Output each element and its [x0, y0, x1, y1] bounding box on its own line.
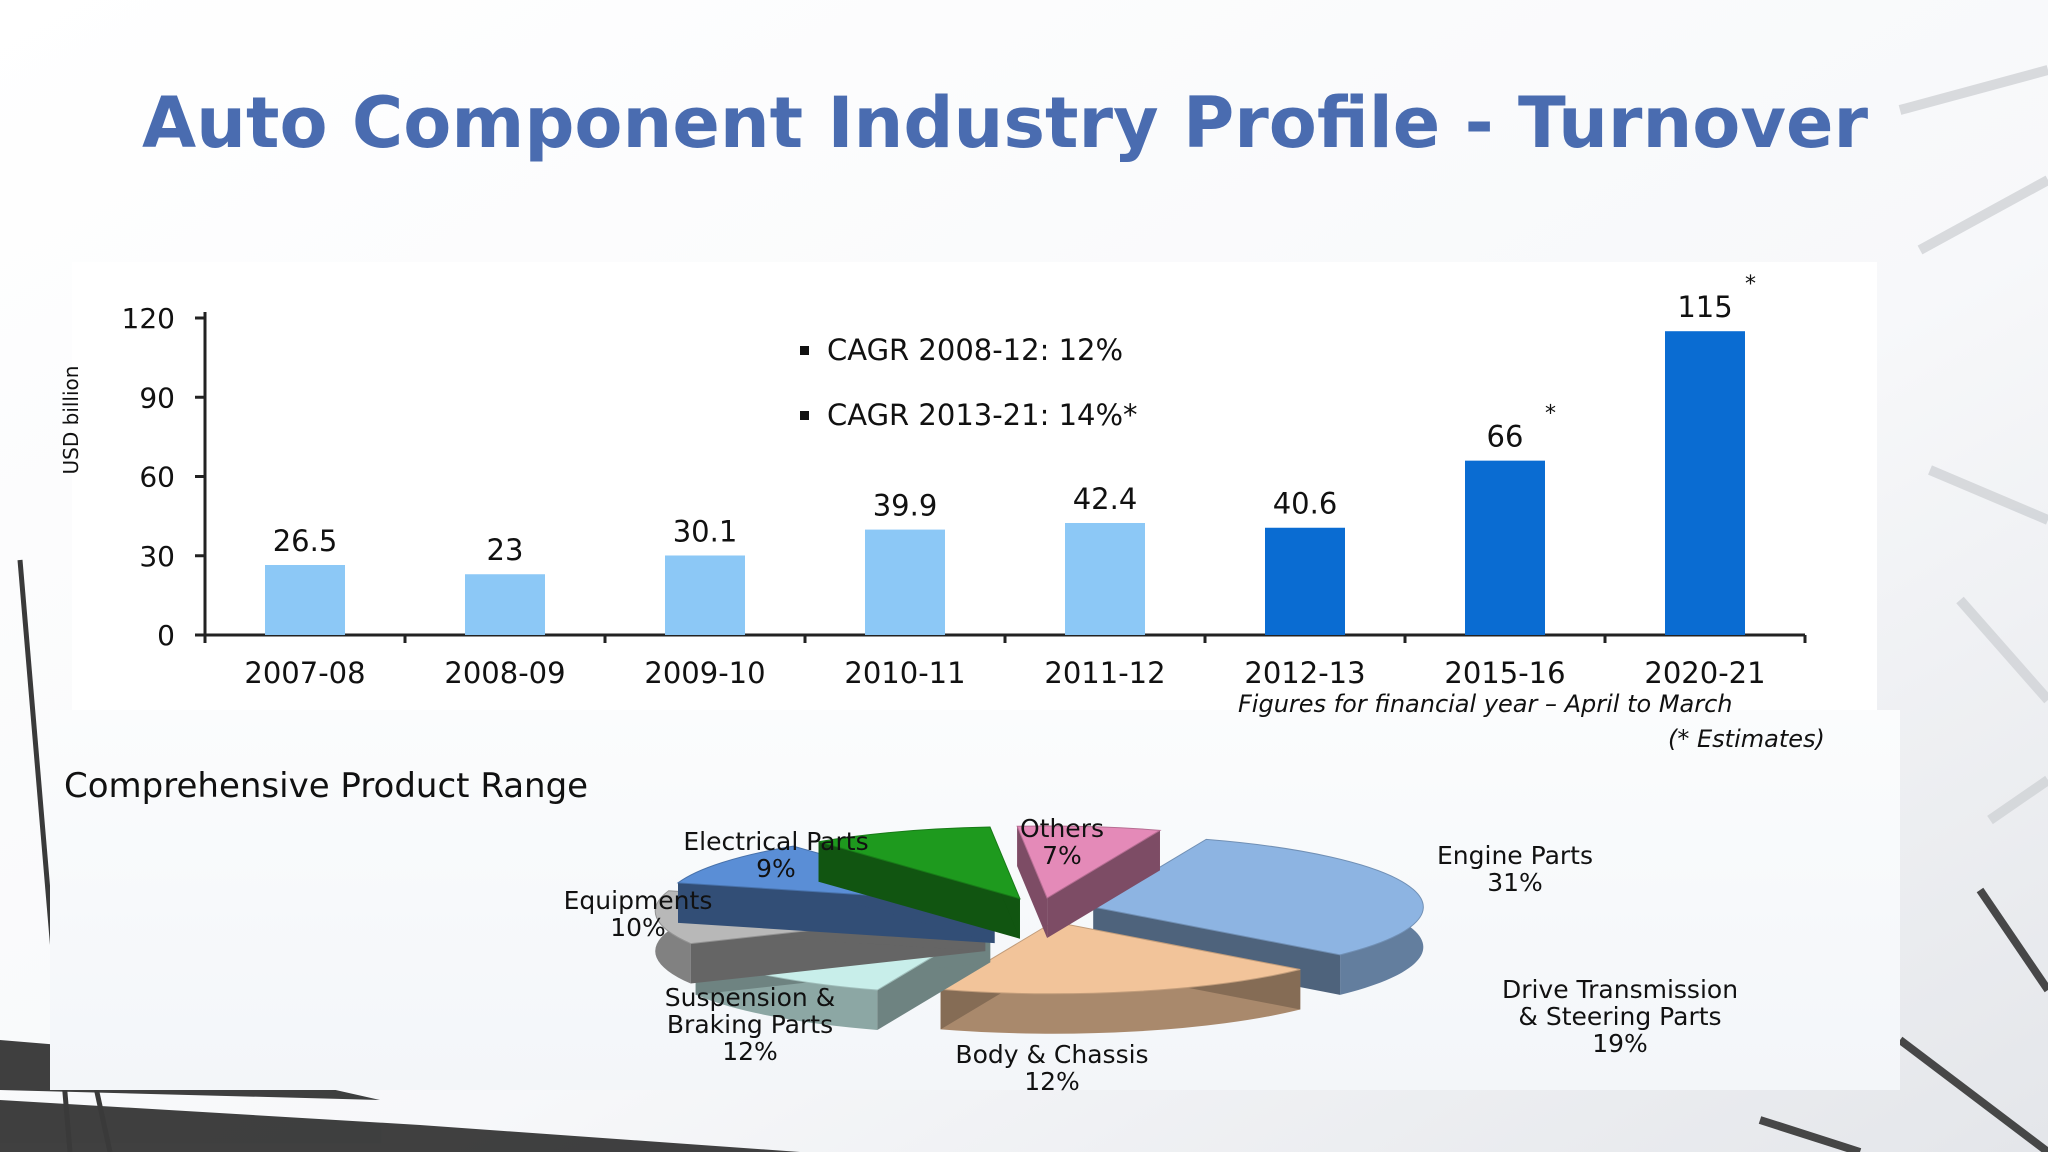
- bar-value-label: 26.5: [273, 524, 338, 558]
- y-tick-label: 60: [139, 461, 175, 494]
- pie-slice-value-label: 10%: [610, 913, 666, 942]
- x-tick-label: 2009-10: [644, 656, 765, 690]
- estimate-marker: *: [1545, 402, 1556, 427]
- y-tick-label: 90: [139, 381, 175, 414]
- y-axis: 0 30 60 90 120 USD billion: [59, 302, 207, 652]
- pie-slice: [939, 921, 1301, 995]
- pie-slice-wall: [678, 882, 995, 944]
- bar-value-label: 115: [1677, 290, 1732, 324]
- pie-slice-name-label: & Steering Parts: [1518, 1002, 1721, 1031]
- pie-slice-value-label: 9%: [756, 854, 796, 883]
- bar-value-label: 42.4: [1073, 482, 1138, 516]
- y-tick-label: 0: [157, 619, 175, 652]
- bar: [1265, 527, 1345, 635]
- x-tick-label: 2015-16: [1444, 656, 1565, 690]
- pie-slice: [1016, 825, 1162, 899]
- pie-slice-wall: [1017, 826, 1048, 939]
- estimate-marker: *: [1745, 272, 1756, 297]
- cagr-annotations: CAGR 2008-12: 12% CAGR 2013-21: 14%*: [800, 333, 1138, 432]
- cagr-annotation: CAGR 2008-12: 12%: [827, 333, 1123, 367]
- bar-value-label: 40.6: [1273, 487, 1338, 521]
- cagr-annotation: CAGR 2013-21: 14%*: [827, 398, 1138, 432]
- pie-slice-value-label: 31%: [1487, 868, 1543, 897]
- pie-slice-name-label: Braking Parts: [667, 1010, 833, 1039]
- pie-slice-name-label: Others: [1020, 814, 1104, 843]
- pie-slice: [818, 826, 1021, 900]
- pie-slice-value-label: 19%: [1592, 1029, 1648, 1058]
- financial-year-note: Figures for financial year – April to Ma…: [1238, 690, 1733, 718]
- x-tick-label: 2008-09: [444, 656, 565, 690]
- bar: [1665, 331, 1745, 635]
- pie-slice-wall: [818, 841, 1020, 939]
- estimates-note: (* Estimates): [1668, 725, 1825, 753]
- bar: [1465, 460, 1545, 635]
- bar: [665, 555, 745, 635]
- x-tick-label: 2007-08: [244, 656, 365, 690]
- pie-slice-value-label: 7%: [1042, 841, 1082, 870]
- annotation-bullet: [800, 346, 809, 355]
- pie-slice-value-label: 12%: [722, 1037, 778, 1066]
- pie-slice-name-label: Electrical Parts: [683, 827, 868, 856]
- pie-slice-value-label: 12%: [1024, 1067, 1080, 1096]
- pie-slice-wall: [1047, 830, 1160, 939]
- bars: 26.5 23 30.1 39.9 42.4 40.6 66 * 115 *: [265, 272, 1756, 635]
- bar-value-label: 39.9: [873, 489, 938, 523]
- pie-slice-name-label: Equipments: [564, 886, 713, 915]
- pie-section-title: Comprehensive Product Range: [64, 766, 589, 806]
- pie-slice-name-label: Suspension &: [665, 983, 835, 1012]
- bar-value-label: 30.1: [673, 514, 738, 548]
- bar: [1065, 522, 1145, 635]
- pie-slice: [1091, 838, 1424, 956]
- bar: [865, 529, 945, 635]
- bar: [465, 574, 545, 635]
- bar: [265, 564, 345, 635]
- x-tick-label: 2010-11: [844, 656, 965, 690]
- bar-value-label: 66: [1487, 420, 1524, 454]
- y-tick-label: 120: [122, 302, 175, 335]
- x-tick-label: 2020-21: [1644, 656, 1765, 690]
- y-axis-label: USD billion: [59, 366, 83, 475]
- slide-title: Auto Component Industry Profile - Turnov…: [141, 82, 1868, 164]
- annotation-bullet: [800, 411, 809, 420]
- pie-slice-name-label: Body & Chassis: [955, 1040, 1148, 1069]
- pie-slice-name-label: Engine Parts: [1437, 841, 1593, 870]
- y-tick-label: 30: [139, 540, 175, 573]
- x-tick-label: 2011-12: [1044, 656, 1165, 690]
- pie-slice-name-label: Drive Transmission: [1502, 975, 1738, 1004]
- bar-value-label: 23: [487, 533, 524, 567]
- pie-slices: [654, 825, 1424, 1034]
- x-tick-label: 2012-13: [1244, 656, 1365, 690]
